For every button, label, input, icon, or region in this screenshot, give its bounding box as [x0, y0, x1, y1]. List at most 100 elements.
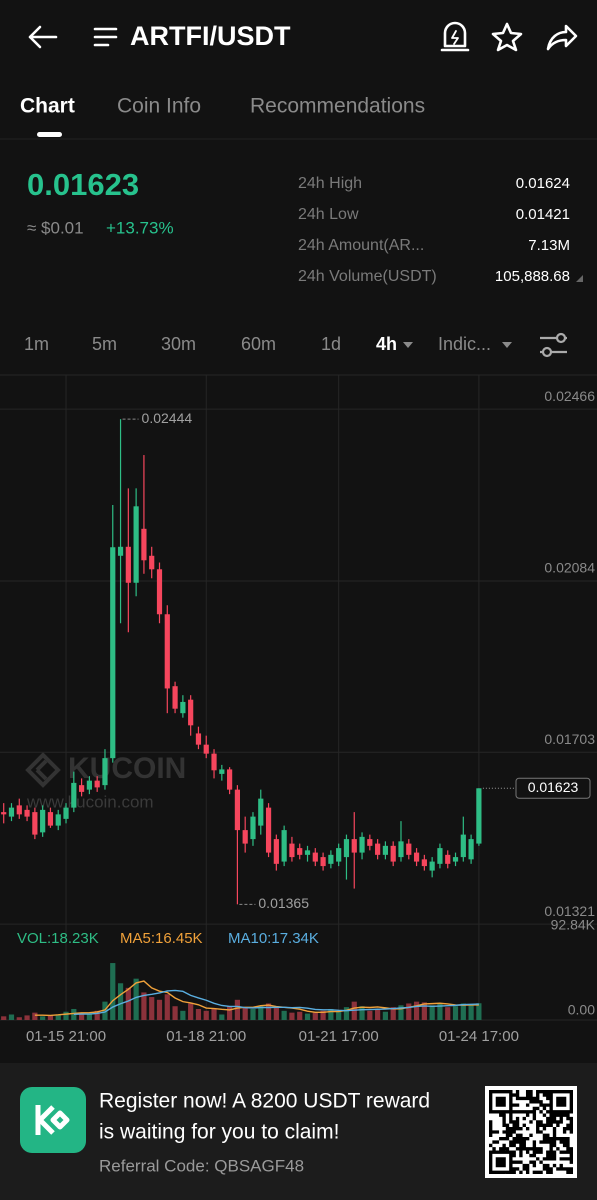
referral-code: Referral Code: QBSAGF48 [99, 1156, 304, 1175]
tab[interactable]: Chart [20, 95, 75, 118]
header [28, 21, 578, 52]
candle-body [343, 839, 350, 858]
candle-body [312, 852, 318, 862]
volume-bar [250, 1008, 256, 1020]
volume-bar [227, 1006, 233, 1020]
candle-body [297, 848, 303, 855]
watermark-text: KUCOIN [68, 752, 186, 785]
volume-bar [304, 1013, 311, 1020]
tab[interactable]: Recommendations [250, 95, 425, 118]
volume-bar [406, 1003, 412, 1020]
candle-body [156, 569, 163, 615]
candle-body [203, 744, 209, 754]
volume-bar [188, 1003, 194, 1020]
candle-body [258, 798, 264, 826]
candle-body [320, 857, 326, 867]
candle-body [32, 812, 38, 835]
stat-value: 0.01624 [516, 175, 570, 192]
y-tick-label: 0.02084 [544, 560, 595, 576]
volume-bar [172, 1006, 178, 1020]
volume-bar [312, 1012, 318, 1020]
volume-bar [328, 1008, 334, 1020]
logo-mark [35, 1105, 70, 1135]
timeframe[interactable]: 1d [321, 334, 341, 354]
candle-body [40, 809, 46, 833]
volume-bar [40, 1016, 46, 1020]
last-price-box [515, 777, 591, 799]
watermark-url: www.kucoin.com [26, 792, 154, 811]
volume-bar [16, 1017, 22, 1020]
back-button[interactable] [28, 25, 58, 49]
volume-bar [437, 1003, 443, 1020]
candle-body [24, 809, 30, 817]
stat-label: 24h High [298, 175, 362, 192]
volume-bar [133, 978, 139, 1020]
volume-bar [476, 1003, 482, 1020]
candle-body [375, 843, 381, 855]
candle-body [211, 753, 217, 771]
candle-body [219, 769, 225, 774]
candle-body [180, 701, 186, 714]
y-tick-label: 92.84K [551, 916, 596, 932]
volume-bar [47, 1015, 54, 1020]
share-button[interactable] [546, 24, 578, 51]
volume-bar [203, 1010, 209, 1020]
timeframe[interactable]: 60m [241, 334, 276, 354]
settings-button[interactable] [540, 332, 567, 358]
candle-body [289, 843, 295, 858]
watermark: KUCOIN www.kucoin.com [25, 752, 186, 811]
candle-body [227, 769, 233, 790]
volume-bar [359, 1006, 365, 1020]
favorite-button[interactable] [491, 22, 523, 52]
candle-body [328, 854, 334, 864]
tab[interactable]: Coin Info [117, 95, 201, 118]
candle-body [102, 758, 108, 786]
volume-bar [32, 1012, 38, 1020]
stat-value: 7.13M [528, 237, 570, 254]
timeframe[interactable]: 30m [161, 334, 196, 354]
volume-bar [336, 1011, 342, 1020]
candle-body [125, 546, 131, 583]
volume-bar [468, 1004, 474, 1020]
menu-button[interactable] [93, 27, 118, 47]
dropdown-icon [502, 342, 512, 348]
candle-body [149, 555, 155, 570]
volume-bar [452, 1006, 459, 1020]
volume-bar [343, 1007, 350, 1020]
timeframe[interactable]: 5m [92, 334, 117, 354]
volume-bar [117, 983, 124, 1020]
indicator-menu[interactable]: Indic... [438, 334, 491, 354]
volume-bar [125, 987, 131, 1020]
y-tick-label: 0.00 [568, 1002, 595, 1018]
candle-body [79, 785, 85, 792]
corner-icon [576, 275, 583, 282]
candle-body [460, 834, 466, 858]
volume-bar [234, 999, 240, 1020]
candle-body [421, 859, 427, 867]
volume-bar [242, 1007, 248, 1020]
candle-body [351, 839, 357, 853]
volume-bar [24, 1015, 30, 1020]
candle-body [273, 839, 279, 864]
volume-bar [79, 1013, 85, 1020]
volume-bar [8, 1014, 15, 1020]
candle-body [47, 812, 54, 826]
candle-body [117, 546, 124, 556]
candle-body [452, 857, 459, 862]
timeframe[interactable]: 4h [376, 334, 397, 354]
volume-bar [156, 999, 163, 1020]
timeframe[interactable]: 1m [24, 334, 49, 354]
volume-bar [289, 1012, 295, 1020]
x-tick-label: 01-21 17:00 [299, 1028, 379, 1045]
legend-entry: MA5:16.45K [120, 930, 203, 947]
candle-body [437, 848, 443, 864]
alert-button[interactable] [440, 21, 470, 52]
candle-body [445, 854, 451, 864]
volume-bar [320, 1010, 326, 1020]
volume-bar [273, 1007, 279, 1020]
stat-label: 24h Low [298, 206, 359, 223]
candle-body [188, 699, 194, 726]
volume-bar [55, 1014, 61, 1020]
